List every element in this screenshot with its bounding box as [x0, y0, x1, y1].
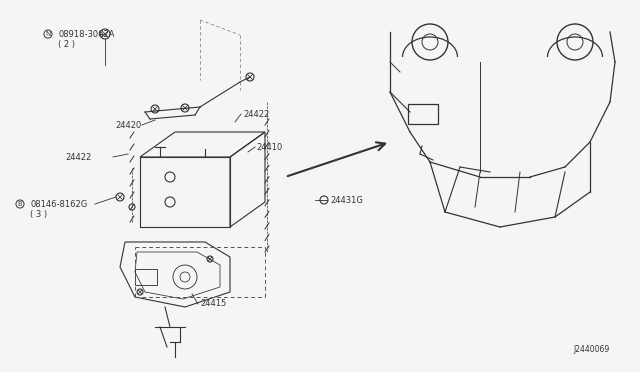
Text: 24410: 24410 — [256, 142, 282, 151]
Bar — [135, 269, 157, 285]
Text: 24420: 24420 — [115, 121, 141, 129]
Text: 24415: 24415 — [200, 299, 227, 308]
Text: 08918-3062A: 08918-3062A — [58, 29, 115, 38]
Bar — [408, 104, 438, 124]
Text: 24431G: 24431G — [330, 196, 363, 205]
Text: 08146-8162G: 08146-8162G — [30, 199, 87, 208]
Text: B: B — [18, 201, 22, 207]
Text: ( 2 ): ( 2 ) — [58, 39, 75, 48]
Text: J2440069: J2440069 — [573, 345, 610, 354]
Text: 24422: 24422 — [65, 153, 92, 161]
Text: N: N — [45, 31, 51, 37]
Text: ( 3 ): ( 3 ) — [30, 209, 47, 218]
Text: 24422: 24422 — [243, 109, 269, 119]
